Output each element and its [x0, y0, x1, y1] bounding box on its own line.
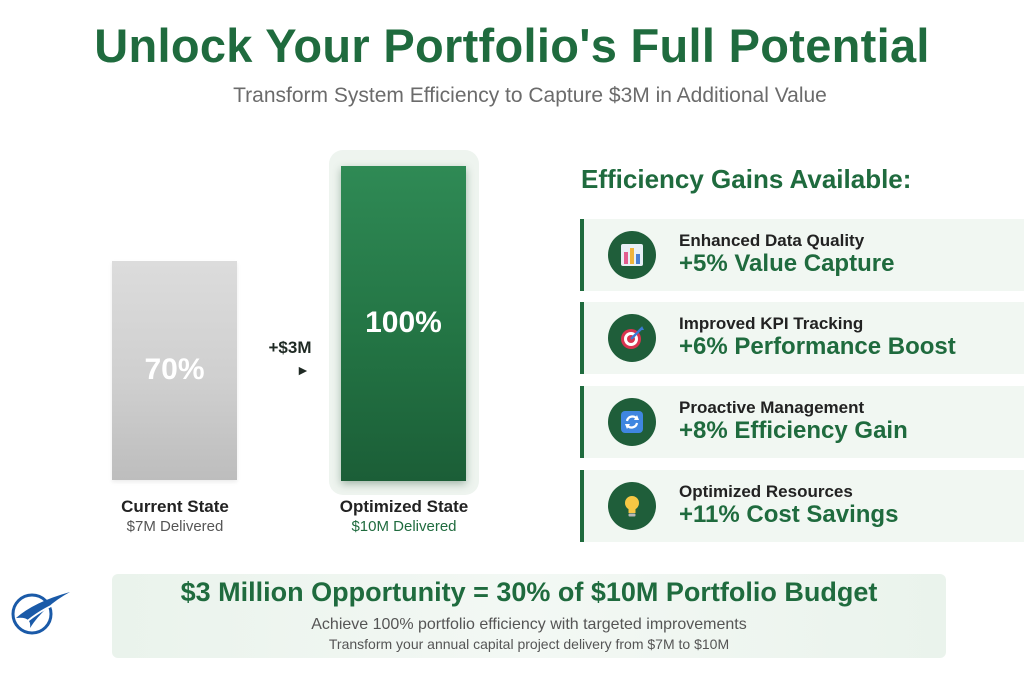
current-state-bar: 70% [112, 261, 237, 480]
refresh-icon [608, 398, 656, 446]
gain-title: Enhanced Data Quality [679, 231, 865, 250]
gains-heading: Efficiency Gains Available: [581, 164, 912, 194]
company-logo [10, 588, 72, 636]
gain-title: Optimized Resources [679, 482, 853, 501]
gain-value: +6% Performance Boost [679, 333, 956, 360]
target-icon [608, 314, 656, 362]
banner-title: $3 Million Opportunity = 30% of $10M Por… [180, 577, 878, 607]
optimized-state-percent: 100% [365, 306, 442, 339]
gain-arrow-label: +$3M [268, 338, 312, 357]
gain-value: +5% Value Capture [679, 250, 895, 277]
gain-title: Improved KPI Tracking [679, 314, 864, 333]
optimized-state-delivered: $10M Delivered [351, 518, 457, 535]
arrow-right-icon: ► [296, 362, 310, 378]
lightbulb-icon [608, 482, 656, 530]
gain-card-kpi-tracking: Improved KPI Tracking +6% Performance Bo… [580, 302, 1024, 374]
current-state-delivered: $7M Delivered [126, 518, 224, 535]
current-state-percent: 70% [144, 353, 205, 386]
page-subtitle: Transform System Efficiency to Capture $… [233, 84, 827, 107]
optimized-state-label: Optimized State [339, 497, 469, 516]
bar-chart-icon [608, 231, 656, 279]
gain-card-proactive-management: Proactive Management +8% Efficiency Gain [580, 386, 1024, 458]
gain-card-data-quality: Enhanced Data Quality +5% Value Capture [580, 219, 1024, 291]
gain-title: Proactive Management [679, 398, 865, 417]
banner-line-1: Achieve 100% portfolio efficiency with t… [311, 616, 747, 633]
page-title: Unlock Your Portfolio's Full Potential [94, 19, 930, 72]
gain-card-optimized-resources: Optimized Resources +11% Cost Savings [580, 470, 1024, 542]
optimized-state-bar: 100% [341, 166, 466, 481]
gain-value: +8% Efficiency Gain [679, 417, 908, 444]
opportunity-banner: $3 Million Opportunity = 30% of $10M Por… [112, 574, 946, 658]
banner-line-2: Transform your annual capital project de… [328, 636, 730, 652]
gain-value: +11% Cost Savings [679, 501, 899, 528]
current-state-label: Current State [121, 497, 229, 516]
